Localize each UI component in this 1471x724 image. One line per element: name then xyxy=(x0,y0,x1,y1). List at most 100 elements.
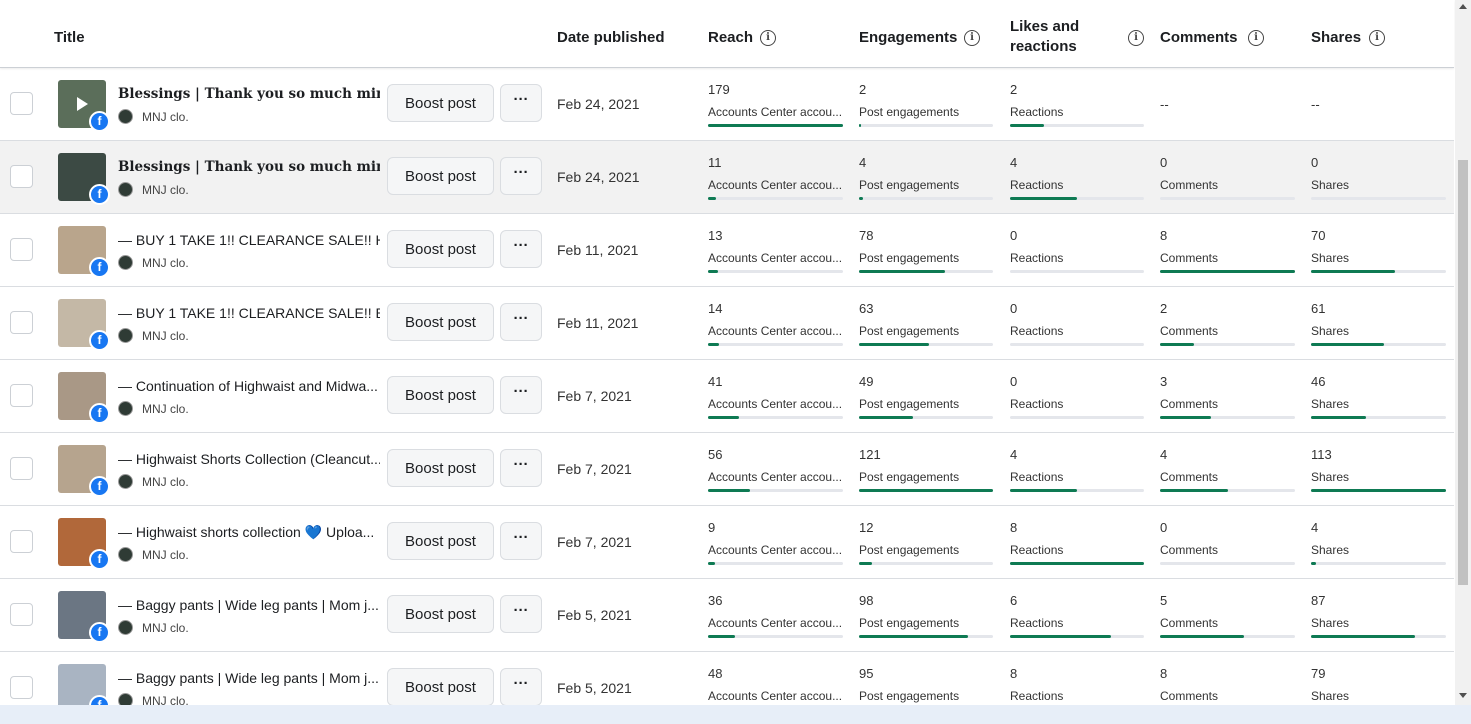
column-header[interactable]: Comments xyxy=(1160,29,1238,46)
scrollbar[interactable] xyxy=(1455,0,1471,705)
table-row[interactable]: f — BUY 1 TAKE 1!! CLEARANCE SALE!! Hi...… xyxy=(0,214,1454,287)
metric-label: Accounts Center accou... xyxy=(708,251,843,265)
column-header[interactable]: Title xyxy=(54,29,85,46)
more-button[interactable]: ··· xyxy=(500,522,542,560)
column-header[interactable]: Likes and reactions xyxy=(1010,18,1080,55)
metric-value: 4 xyxy=(1311,520,1319,535)
post-title[interactable]: — Continuation of Highwaist and Midwa... xyxy=(118,378,378,394)
post-title[interactable]: — Baggy pants | Wide leg pants | Mom j..… xyxy=(118,670,379,686)
page-name: MNJ clo. xyxy=(142,183,189,197)
metric-track xyxy=(1160,270,1295,273)
column-header[interactable]: Shares xyxy=(1311,29,1362,46)
metric-label: Comments xyxy=(1160,324,1219,338)
post-title[interactable]: — Highwaist Shorts Collection (Cleancut.… xyxy=(118,451,380,467)
boost-button[interactable]: Boost post xyxy=(387,303,494,341)
table-row[interactable]: f Blessings | Thank you so much miner... M… xyxy=(0,68,1454,141)
row-checkbox[interactable] xyxy=(10,311,33,334)
row-checkbox[interactable] xyxy=(10,238,33,261)
post-title[interactable]: — BUY 1 TAKE 1!! CLEARANCE SALE!! Ba... xyxy=(118,305,380,321)
scrollbar-thumb[interactable] xyxy=(1458,160,1468,585)
metric-label: Comments xyxy=(1160,543,1219,557)
column-header[interactable]: Reach xyxy=(708,29,754,46)
post-title[interactable]: — Baggy pants | Wide leg pants | Mom j..… xyxy=(118,597,379,613)
more-button[interactable]: ··· xyxy=(500,449,542,487)
table-row[interactable]: f Blessings | Thank you so much miner... M… xyxy=(0,141,1454,214)
column-header[interactable]: Engagements xyxy=(859,29,958,46)
metric-label: Shares xyxy=(1311,616,1350,630)
page-avatar xyxy=(118,620,133,635)
boost-button[interactable]: Boost post xyxy=(387,157,494,195)
info-icon[interactable]: i xyxy=(964,30,980,46)
row-checkbox[interactable] xyxy=(10,92,33,115)
more-button[interactable]: ··· xyxy=(500,668,542,706)
post-title[interactable]: Blessings | Thank you so much miner... xyxy=(118,159,380,175)
metric-label: Reactions xyxy=(1010,543,1064,557)
info-icon[interactable]: i xyxy=(1128,30,1144,46)
metric-track xyxy=(1010,489,1144,492)
more-button[interactable]: ··· xyxy=(500,230,542,268)
metric-value: 13 xyxy=(708,228,723,243)
metric-track xyxy=(1160,343,1295,346)
facebook-badge: f xyxy=(89,330,110,351)
boost-button[interactable]: Boost post xyxy=(387,230,494,268)
table-row[interactable]: f — Baggy pants | Wide leg pants | Mom j.… xyxy=(0,579,1454,652)
metric-bar xyxy=(708,489,751,492)
page-avatar xyxy=(118,255,133,270)
metric-label: Reactions xyxy=(1010,397,1064,411)
table-row[interactable]: f — Continuation of Highwaist and Midwa..… xyxy=(0,360,1454,433)
more-button[interactable]: ··· xyxy=(500,157,542,195)
boost-button[interactable]: Boost post xyxy=(387,449,494,487)
row-checkbox[interactable] xyxy=(10,530,33,553)
boost-button[interactable]: Boost post xyxy=(387,595,494,633)
metric-label: Reactions xyxy=(1010,616,1064,630)
info-icon[interactable]: i xyxy=(760,30,776,46)
metric-track xyxy=(708,489,843,492)
metric-track xyxy=(1160,197,1295,200)
boost-button[interactable]: Boost post xyxy=(387,668,494,706)
post-title[interactable]: — BUY 1 TAKE 1!! CLEARANCE SALE!! Hi... xyxy=(118,232,380,248)
scroll-up[interactable] xyxy=(1459,4,1467,9)
metric-value: 0 xyxy=(1010,301,1018,316)
page-avatar xyxy=(118,474,133,489)
table-row[interactable]: f — BUY 1 TAKE 1!! CLEARANCE SALE!! Ba...… xyxy=(0,287,1454,360)
metric-bar xyxy=(708,416,739,419)
metric-label: Post engagements xyxy=(859,105,960,119)
page-avatar xyxy=(118,401,133,416)
metric-value: 61 xyxy=(1311,301,1326,316)
post-title[interactable]: — Highwaist shorts collection 💙 Uploa... xyxy=(118,524,375,540)
metric-label: Accounts Center accou... xyxy=(708,470,843,484)
more-button[interactable]: ··· xyxy=(500,595,542,633)
table-row[interactable]: f — Highwaist shorts collection 💙 Uploa..… xyxy=(0,506,1454,579)
metric-label: Comments xyxy=(1160,470,1219,484)
metric-bar xyxy=(708,635,736,638)
column-header[interactable]: Date published xyxy=(557,29,665,46)
metric-track xyxy=(708,635,843,638)
metric-value: 36 xyxy=(708,593,723,608)
more-button[interactable]: ··· xyxy=(500,84,542,122)
boost-button[interactable]: Boost post xyxy=(387,376,494,414)
row-checkbox[interactable] xyxy=(10,384,33,407)
row-checkbox[interactable] xyxy=(10,603,33,626)
more-button[interactable]: ··· xyxy=(500,376,542,414)
row-checkbox[interactable] xyxy=(10,165,33,188)
scroll-down[interactable] xyxy=(1459,693,1467,698)
facebook-badge: f xyxy=(89,622,110,643)
metric-track xyxy=(859,124,993,127)
metric-value: 121 xyxy=(859,447,881,462)
info-icon[interactable]: i xyxy=(1248,30,1264,46)
page-name: MNJ clo. xyxy=(142,329,189,343)
table-row[interactable]: f — Highwaist Shorts Collection (Cleancut… xyxy=(0,433,1454,506)
more-button[interactable]: ··· xyxy=(500,303,542,341)
post-title[interactable]: Blessings | Thank you so much miner... xyxy=(118,86,380,102)
facebook-badge: f xyxy=(89,184,110,205)
metric-bar xyxy=(708,343,719,346)
page-avatar xyxy=(118,109,133,124)
metric-label: Accounts Center accou... xyxy=(708,178,843,192)
boost-button[interactable]: Boost post xyxy=(387,522,494,560)
metric-track xyxy=(1160,489,1295,492)
boost-button[interactable]: Boost post xyxy=(387,84,494,122)
info-icon[interactable]: i xyxy=(1369,30,1385,46)
row-checkbox[interactable] xyxy=(10,676,33,699)
row-checkbox[interactable] xyxy=(10,457,33,480)
metric-bar xyxy=(1311,489,1446,492)
